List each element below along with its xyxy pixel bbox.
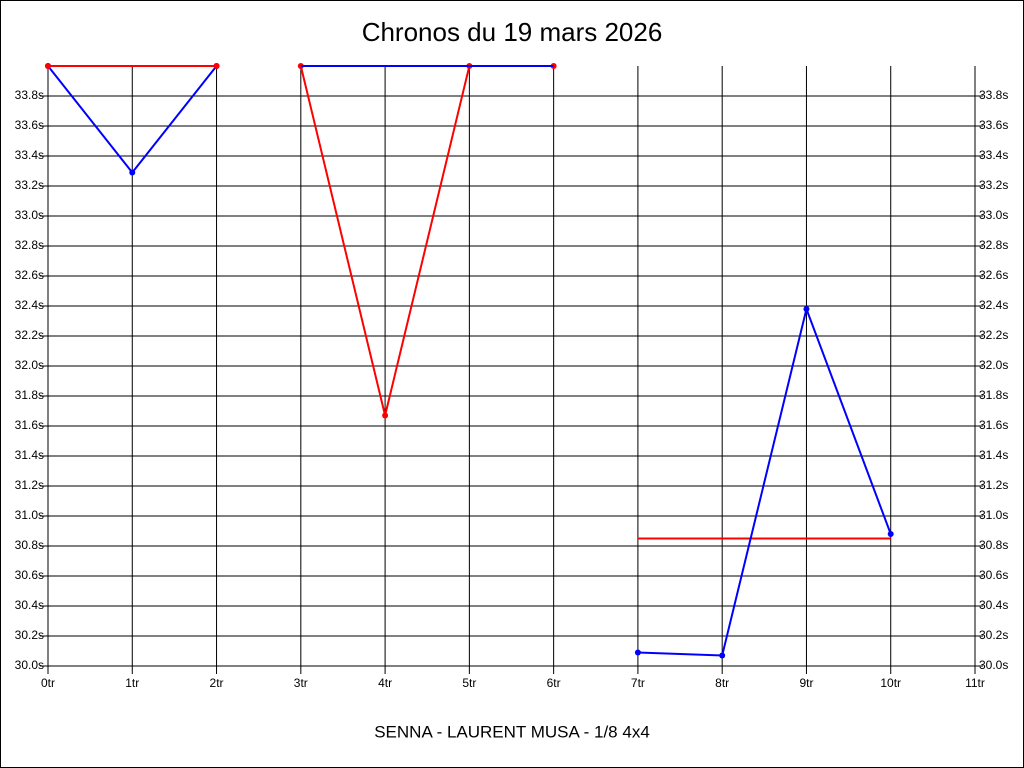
y-tick-label: 30.8s xyxy=(15,538,44,552)
y2-tick-label: 33.0s xyxy=(979,208,1008,222)
x-tick-label: 8tr xyxy=(715,676,729,690)
x-tick-label: 7tr xyxy=(631,676,645,690)
y-tick-label: 33.8s xyxy=(15,88,44,102)
y-tick-label: 30.2s xyxy=(15,628,44,642)
y2-tick-label: 31.2s xyxy=(979,478,1008,492)
chart-title: Chronos du 19 mars 2026 xyxy=(362,17,663,47)
y2-tick-label: 32.2s xyxy=(979,328,1008,342)
y-tick-label: 30.4s xyxy=(15,598,44,612)
y2-tick-label: 33.8s xyxy=(979,88,1008,102)
y2-tick-label: 31.0s xyxy=(979,508,1008,522)
y-tick-label: 33.4s xyxy=(15,148,44,162)
y2-tick-label: 32.0s xyxy=(979,358,1008,372)
x-tick-label: 6tr xyxy=(547,676,561,690)
y2-tick-label: 33.6s xyxy=(979,118,1008,132)
y-tick-label: 32.8s xyxy=(15,238,44,252)
y2-tick-label: 33.2s xyxy=(979,178,1008,192)
y2-tick-label: 30.4s xyxy=(979,598,1008,612)
y2-tick-label: 30.0s xyxy=(979,658,1008,672)
y-tick-label: 32.0s xyxy=(15,358,44,372)
y2-tick-label: 32.8s xyxy=(979,238,1008,252)
data-point xyxy=(634,649,641,656)
y-tick-label: 32.4s xyxy=(15,298,44,312)
y-tick-label: 33.2s xyxy=(15,178,44,192)
y-tick-label: 31.6s xyxy=(15,418,44,432)
y2-tick-label: 30.2s xyxy=(979,628,1008,642)
y-tick-label: 31.0s xyxy=(15,508,44,522)
x-tick-label: 10tr xyxy=(880,676,901,690)
y2-tick-label: 30.6s xyxy=(979,568,1008,582)
y2-tick-label: 32.6s xyxy=(979,268,1008,282)
y-tick-label: 31.2s xyxy=(15,478,44,492)
y-tick-label: 33.0s xyxy=(15,208,44,222)
data-point xyxy=(129,169,136,176)
y2-tick-label: 31.8s xyxy=(979,388,1008,402)
y-tick-label: 30.0s xyxy=(15,658,44,672)
series-line xyxy=(637,305,892,657)
x-tick-label: 2tr xyxy=(210,676,224,690)
y-tick-label: 31.8s xyxy=(15,388,44,402)
y2-tick-label: 31.4s xyxy=(979,448,1008,462)
y2-tick-label: 32.4s xyxy=(979,298,1008,312)
data-point xyxy=(213,63,220,69)
x-tick-label: 11tr xyxy=(965,676,985,690)
x-tick-label: 3tr xyxy=(294,676,308,690)
data-point xyxy=(719,652,726,659)
x-tick-label: 0tr xyxy=(41,676,55,690)
x-axis-label: SENNA - LAURENT MUSA - 1/8 4x4 xyxy=(374,722,650,741)
y2-tick-label: 30.8s xyxy=(979,538,1008,552)
y-tick-label: 33.6s xyxy=(15,118,44,132)
y2-tick-label: 33.4s xyxy=(979,148,1008,162)
x-tick-label: 1tr xyxy=(125,676,139,690)
x-tick-label: 5tr xyxy=(462,676,476,690)
y2-tick-label: 31.6s xyxy=(979,418,1008,432)
data-point xyxy=(887,531,894,537)
data-point xyxy=(382,412,389,419)
y-tick-label: 32.6s xyxy=(15,268,44,282)
data-point xyxy=(803,306,810,312)
y-tick-label: 32.2s xyxy=(15,328,44,342)
y-tick-label: 31.4s xyxy=(15,448,44,462)
x-tick-label: 4tr xyxy=(378,676,392,690)
x-tick-label: 9tr xyxy=(799,676,813,690)
data-point xyxy=(45,63,51,69)
y-tick-label: 30.6s xyxy=(15,568,44,582)
